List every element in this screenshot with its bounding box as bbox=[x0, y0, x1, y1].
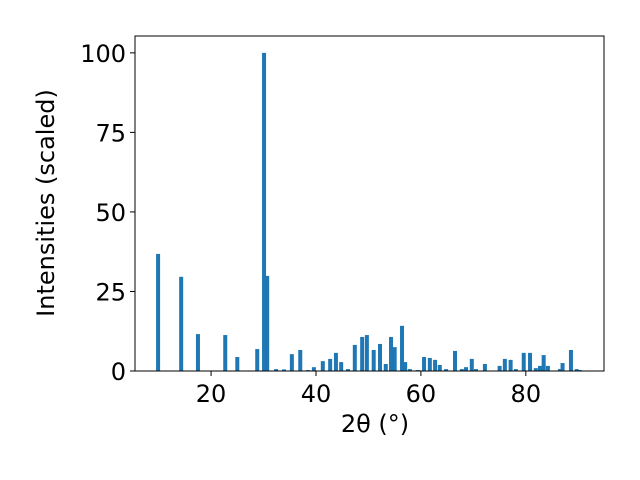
bar bbox=[422, 357, 427, 371]
bar bbox=[360, 336, 365, 371]
bar bbox=[235, 357, 240, 371]
bar bbox=[528, 352, 533, 371]
x-tick-label: 80 bbox=[511, 380, 542, 408]
y-axis-label: Intensities (scaled) bbox=[32, 89, 60, 317]
bar bbox=[289, 354, 294, 371]
bar bbox=[389, 336, 394, 371]
bar bbox=[311, 367, 316, 371]
bar bbox=[262, 52, 267, 371]
y-tick-label: 50 bbox=[95, 199, 126, 227]
x-tick-label: 20 bbox=[196, 380, 227, 408]
bar bbox=[377, 343, 382, 371]
y-tick-label: 0 bbox=[111, 358, 126, 386]
bar bbox=[223, 335, 228, 371]
bar bbox=[352, 344, 357, 371]
bar bbox=[392, 347, 397, 371]
bar bbox=[521, 352, 526, 371]
x-axis-label: 2θ (°) bbox=[341, 410, 409, 438]
bar bbox=[298, 350, 303, 371]
bar bbox=[464, 367, 469, 371]
bar bbox=[568, 350, 573, 371]
bar bbox=[265, 275, 270, 371]
bar bbox=[364, 335, 369, 371]
bar bbox=[459, 369, 464, 371]
bar bbox=[156, 253, 161, 371]
bar bbox=[339, 362, 344, 371]
bar bbox=[497, 365, 502, 371]
bar bbox=[513, 369, 518, 371]
bar bbox=[371, 350, 376, 371]
bar bbox=[533, 368, 538, 371]
bar bbox=[444, 369, 449, 371]
bar bbox=[328, 358, 333, 371]
bar bbox=[320, 361, 325, 371]
bar bbox=[195, 334, 200, 371]
bar bbox=[473, 369, 478, 371]
bar bbox=[537, 365, 542, 371]
bar bbox=[403, 362, 408, 371]
bar bbox=[453, 350, 458, 371]
bar bbox=[574, 369, 579, 371]
bar bbox=[400, 325, 405, 371]
y-tick-label: 75 bbox=[95, 119, 126, 147]
x-tick-label: 40 bbox=[301, 380, 332, 408]
bar bbox=[469, 358, 474, 371]
x-tick-label: 60 bbox=[406, 380, 437, 408]
y-tick-label: 25 bbox=[95, 278, 126, 306]
bar bbox=[433, 359, 438, 371]
bar bbox=[333, 352, 338, 371]
bar bbox=[255, 349, 260, 371]
y-tick-label: 100 bbox=[80, 40, 126, 68]
bar bbox=[427, 357, 432, 371]
bar bbox=[383, 364, 388, 371]
bar bbox=[557, 369, 562, 371]
bar bbox=[407, 369, 412, 371]
bar bbox=[508, 359, 513, 371]
bar bbox=[281, 369, 286, 371]
bar bbox=[541, 355, 546, 371]
bar bbox=[274, 369, 279, 371]
bar bbox=[345, 369, 350, 371]
bar bbox=[502, 358, 507, 371]
bar bbox=[482, 364, 487, 371]
bar bbox=[437, 364, 442, 371]
plot-frame bbox=[134, 35, 605, 372]
bar bbox=[545, 365, 550, 371]
bar bbox=[560, 363, 565, 371]
bar bbox=[179, 276, 184, 371]
